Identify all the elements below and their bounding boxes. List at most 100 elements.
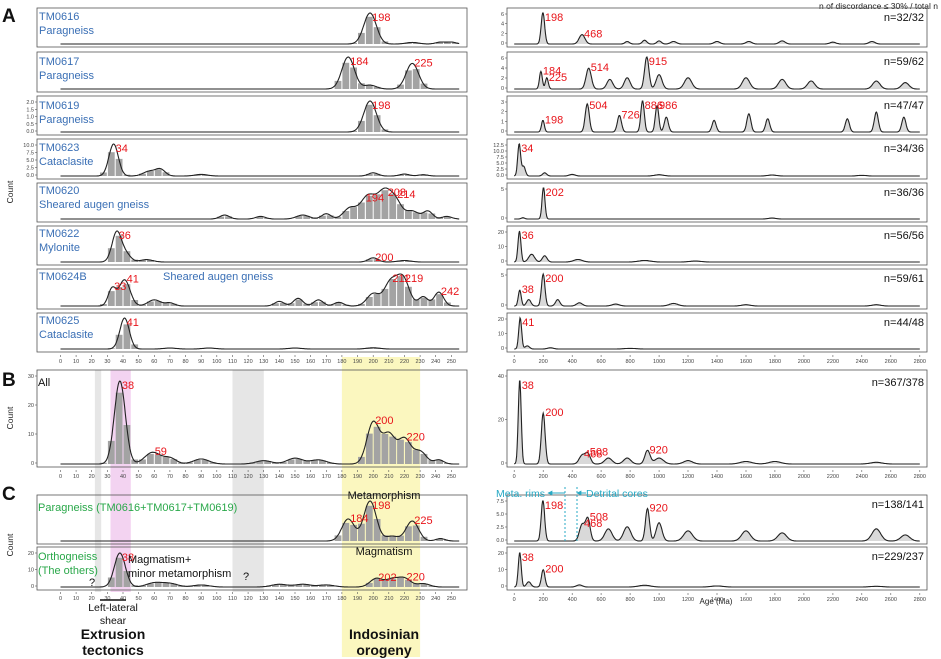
all-right-peak-label: 508	[590, 447, 608, 459]
group-ortho-right-kde-fill	[514, 553, 920, 587]
all-right-xtick-label: 1000	[653, 474, 665, 480]
panel-tm0620-right-ytick-label: 0	[501, 216, 504, 222]
panel-tm0623-right-kde-fill	[514, 144, 920, 176]
all-left-peak-label: 200	[375, 415, 393, 427]
panel-tm0623-right-peak-label: 34	[521, 143, 533, 155]
panel-tm0617-left-kde	[60, 56, 460, 90]
panel-tm0625-left-kde	[60, 317, 460, 350]
group-ortho-bar	[287, 585, 295, 587]
all-right-xtick-label: 2800	[914, 474, 926, 480]
group-right-xtick-label: 2200	[827, 597, 839, 603]
group-ortho-left-ytick-label: 10	[28, 568, 34, 574]
panel-tm0622-bar	[139, 260, 146, 262]
group-left-xtick-label: 50	[136, 596, 142, 602]
panel-tm0624b-bar	[131, 300, 139, 306]
group-right-xtick-label: 2600	[885, 597, 897, 603]
panel-tm0623-bar	[420, 174, 428, 176]
group-para-left-peak-label: 184	[350, 513, 368, 525]
panel-tm0623-bar	[147, 171, 154, 176]
panel-tm0616-right-peak-label: 468	[584, 29, 602, 41]
all-right-xtick-label: 2200	[827, 474, 839, 480]
panel-tm0619-left-kde	[60, 100, 460, 133]
panel-tm0619-right-kde	[514, 100, 920, 133]
gray-band-early	[94, 370, 102, 592]
rim-core-annotation: Meta. rims Detrital cores	[496, 487, 648, 542]
panel-tm0624b-left-peak-label: 33	[114, 281, 126, 293]
all-bar	[131, 459, 139, 464]
panel-a-left-xtick-label: 150	[290, 359, 299, 365]
all-bar	[365, 433, 373, 464]
panel-tm0624b-right-kde-fill	[514, 274, 920, 306]
group-para-right-ytick-label: 2.5	[496, 525, 504, 531]
group-para-right-ytick-label: 7.5	[496, 499, 504, 505]
panel-tm0623-left-ytick-label: 5.0	[26, 158, 34, 164]
panel-tm0619-left-ytick-label: 2.0	[26, 100, 34, 106]
all-right-frame	[506, 369, 928, 468]
panel-tm0616-bar	[451, 42, 459, 44]
panel-tm0616-right-peak-label: 198	[545, 12, 563, 24]
panel-tm0617-bar	[334, 80, 342, 89]
all-bar	[319, 460, 326, 464]
panel-tm0617-bar	[397, 84, 404, 89]
group-left-xtick-label: 80	[182, 596, 188, 602]
panel-a-left-xtick-label: 240	[431, 359, 440, 365]
y-axis-label-a: Count	[5, 180, 15, 203]
group-para-right-kde-fill	[514, 501, 920, 541]
all-bar	[170, 459, 178, 464]
panel-tm0624b-bar	[436, 294, 443, 306]
panel-tm0622-right-ytick-label: 20	[498, 230, 504, 236]
shear-label-2: shear	[100, 615, 127, 627]
group-right-xtick-label: 1000	[653, 597, 665, 603]
all-right-xtick-label: 1600	[740, 474, 752, 480]
panel-a-left-xtick-label: 140	[275, 359, 284, 365]
panel-tm0622-bar	[365, 259, 373, 262]
group-para-bar	[397, 535, 404, 541]
all-right-xtick-label: 0	[513, 474, 516, 480]
group-para-bar	[436, 539, 443, 541]
sample-labels: TM0616 Paragneiss TM0617 Paragneiss TM06…	[39, 11, 274, 341]
all-right-xtick-label: 1800	[769, 474, 781, 480]
group-ortho-left-frame	[36, 546, 468, 591]
panel-a-left-xtick-label: 220	[400, 359, 409, 365]
panel-tm0616-bar	[444, 42, 451, 44]
group-ortho-bar	[272, 584, 279, 587]
panel-tm0616-right-kde	[514, 12, 920, 45]
panel-tm0623-n-label: n=34/36	[884, 143, 924, 155]
panel-tm0624b-left-peak-label: 41	[127, 274, 139, 286]
panel-a-left-xtick-label: 210	[384, 359, 393, 365]
panel-tm0616-right-ytick-label: 4	[501, 22, 504, 28]
group-right-xtick-label: 2800	[914, 597, 926, 603]
panel-a-left-xtick-label: 120	[244, 359, 253, 365]
annotations: Metamorphism Magmatism Magmatism+ minor …	[81, 490, 421, 658]
all-left-xtick-label: 40	[120, 474, 126, 480]
group-ortho-bar	[193, 585, 201, 587]
group-para-right-ytick-label: 0.0	[496, 538, 504, 544]
all-left-xtick-label: 100	[212, 474, 221, 480]
y-axis-label-c: Count	[5, 533, 15, 556]
panel-tm0622-right-ytick-label: 10	[498, 245, 504, 251]
group-subtitle-orthogneiss: (The others)	[38, 565, 98, 577]
panel-tm0624b-left-peak-label: 211	[392, 273, 410, 285]
all-left-xtick-label: 180	[337, 474, 346, 480]
panel-tm0616-bar	[412, 42, 420, 44]
all-left-frame	[36, 369, 468, 468]
panel-tm0617-right-frame	[506, 51, 928, 93]
panel-tm0624b-bar	[295, 299, 303, 306]
panel-tm0619-right-peak-label: 886	[645, 100, 663, 112]
all-bar	[295, 459, 303, 464]
panel-tm0624b-bar	[397, 276, 404, 306]
all-right-xtick-label: 2000	[798, 474, 810, 480]
panel-a-right-xtick-label: 2600	[885, 359, 897, 365]
all-bar	[201, 459, 209, 464]
panel-tm0620-bar	[444, 216, 451, 219]
panel-a-left-xtick-label: 30	[104, 359, 110, 365]
group-ortho-bar	[170, 583, 178, 587]
panel-tm0622-bar	[147, 260, 154, 262]
panel-tm0620-left-frame	[36, 182, 468, 223]
all-left-xtick-label: 90	[198, 474, 204, 480]
group-ortho-left-ytick-label: 20	[28, 551, 34, 557]
panel-a-right-xtick-label: 600	[597, 359, 606, 365]
sample-name-tm0623: TM0623	[39, 142, 79, 154]
all-left-xtick-label: 50	[136, 474, 142, 480]
group-para-bar	[358, 523, 365, 541]
